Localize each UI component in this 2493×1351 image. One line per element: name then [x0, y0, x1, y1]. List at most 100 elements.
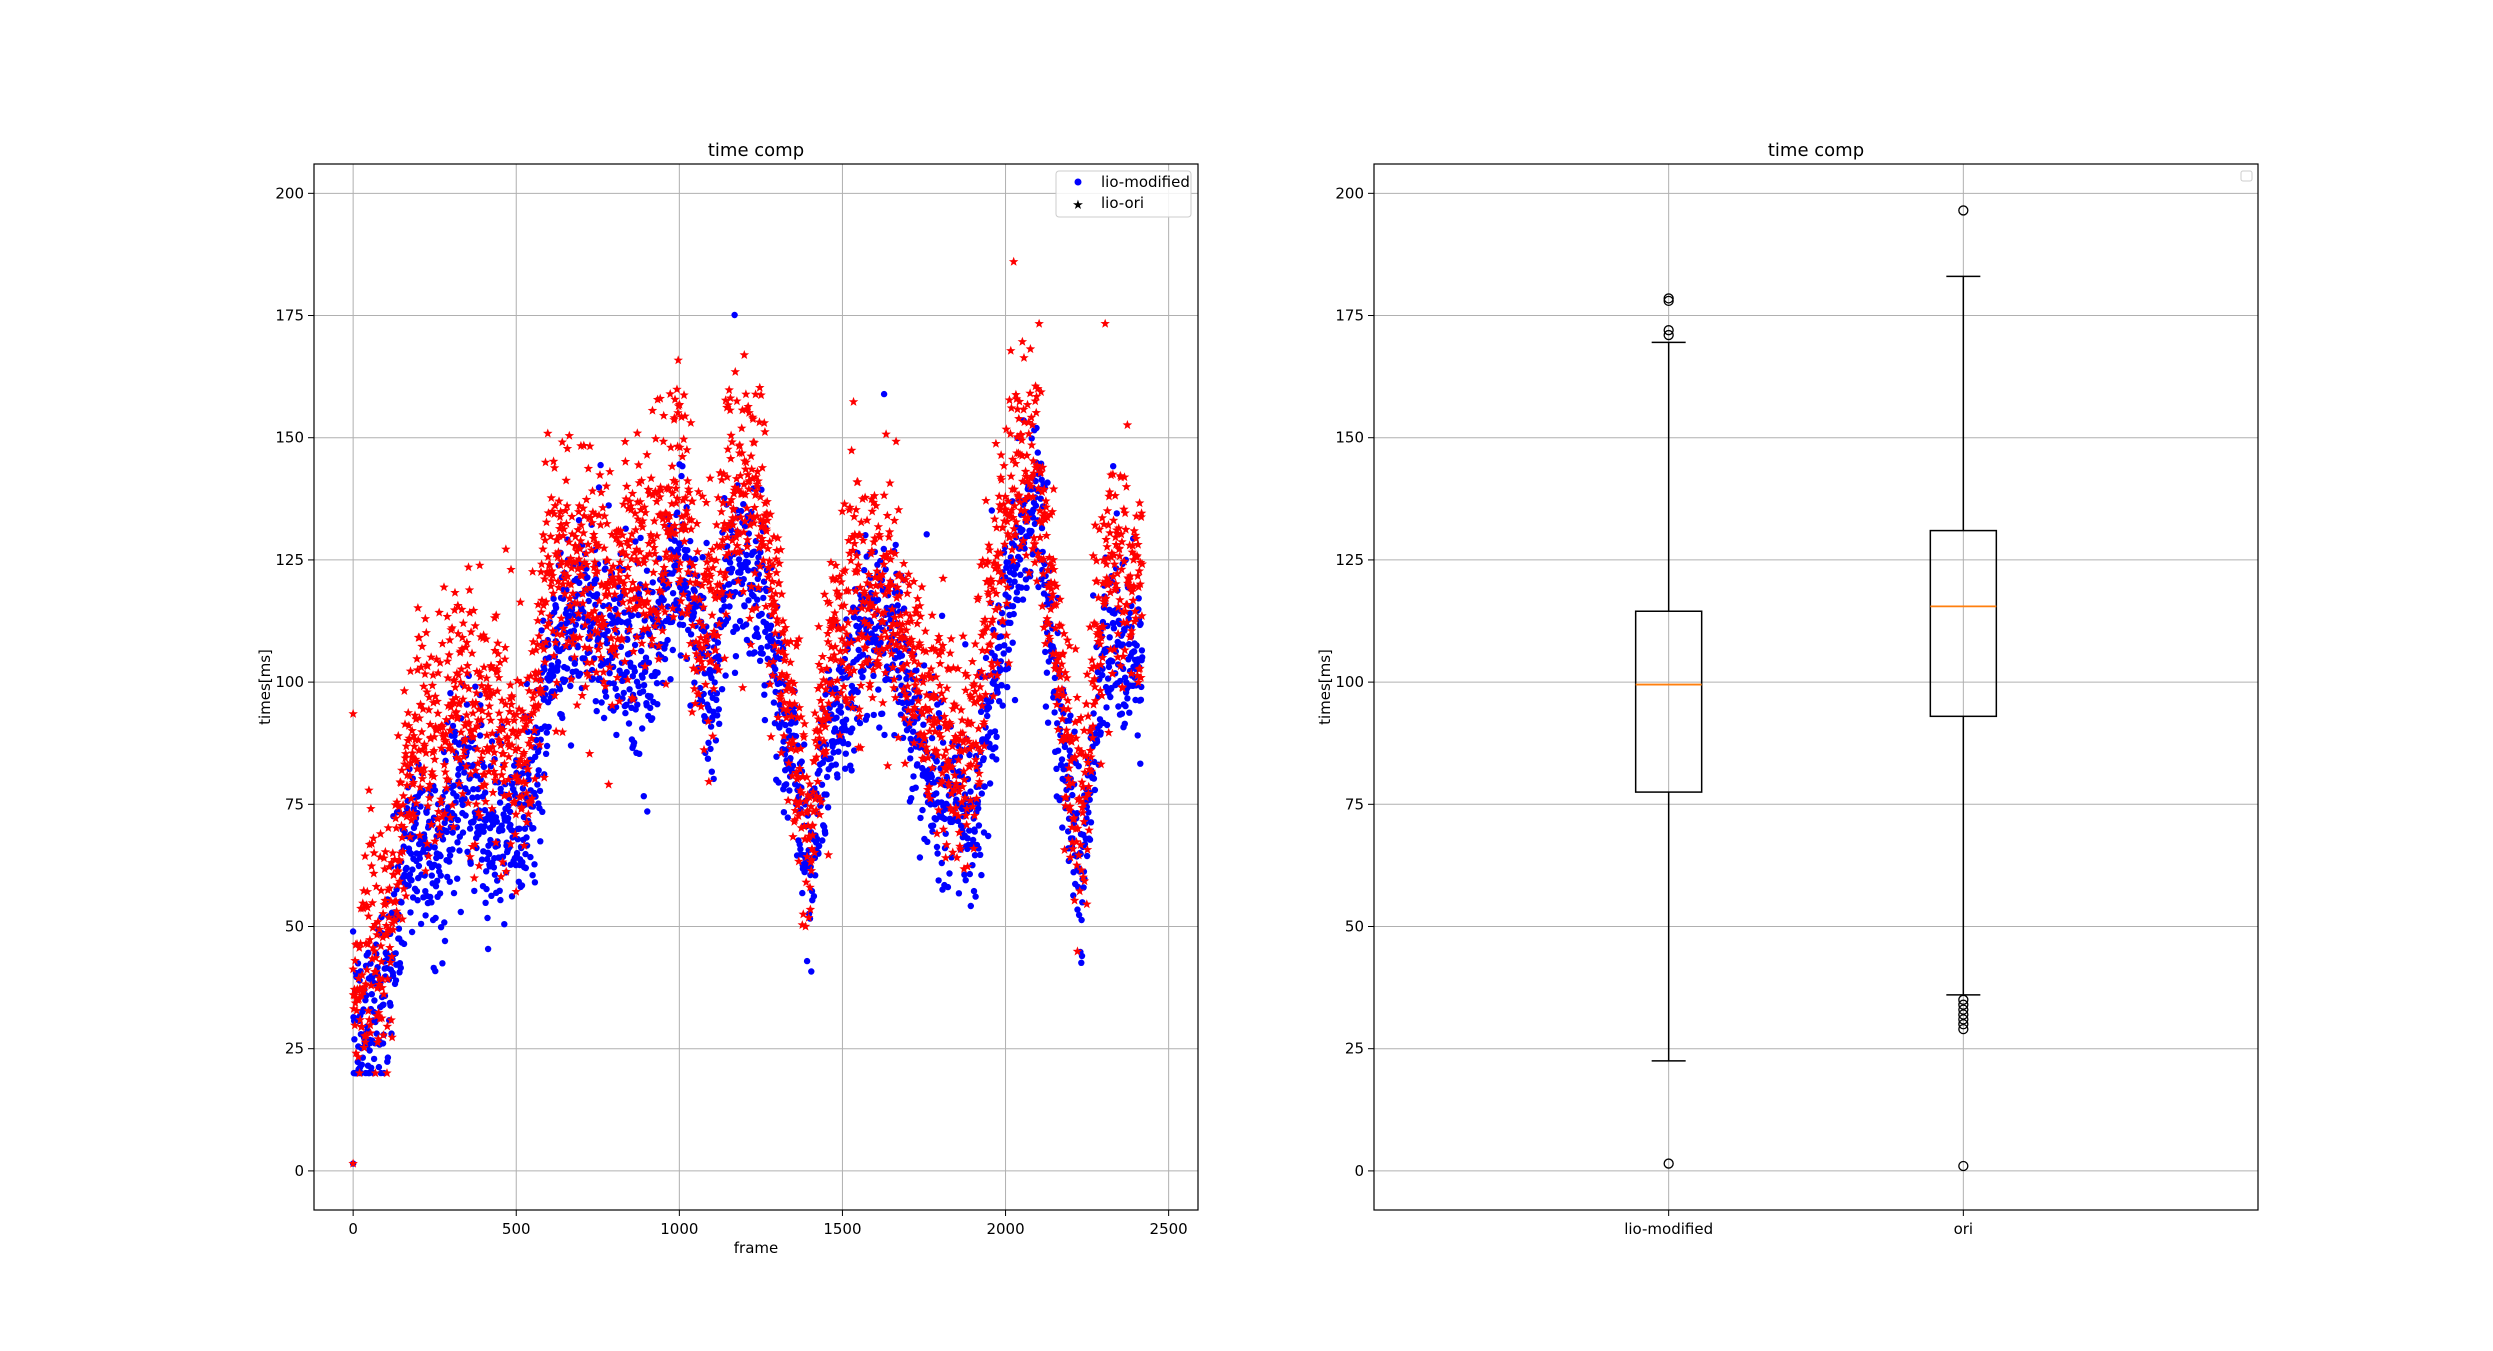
scatter-point-lio-ori [436, 797, 446, 807]
scatter-point-lio-ori [1075, 839, 1086, 849]
scatter-point-lio-modified [980, 755, 987, 762]
scatter-point-lio-ori [453, 628, 463, 638]
scatter-point-lio-modified [1091, 786, 1099, 794]
scatter-point-lio-ori [567, 511, 577, 521]
scatter-point-lio-ori [489, 747, 499, 757]
scatter-point-lio-ori [575, 543, 585, 553]
scatter-point-lio-ori [832, 586, 842, 596]
scatter-point-lio-modified [1023, 584, 1030, 591]
scatter-point-lio-ori [456, 664, 467, 674]
scatter-point-lio-ori [1002, 598, 1012, 608]
scatter-point-lio-modified [875, 686, 882, 693]
scatter-point-lio-ori [938, 824, 949, 834]
scatter-point-lio-ori [393, 730, 403, 740]
scatter-point-lio-modified [1067, 712, 1074, 719]
scatter-point-lio-ori [973, 723, 984, 733]
scatter-point-lio-ori [824, 598, 835, 608]
scatter-point-lio-ori [573, 506, 584, 516]
scatter-point-lio-modified [635, 683, 642, 690]
scatter-point-lio-ori [349, 1003, 359, 1013]
scatter-point-lio-ori [1132, 670, 1143, 680]
scatter-point-lio-ori [957, 715, 967, 725]
scatter-point-lio-ori [743, 401, 753, 411]
scatter-point-lio-ori [568, 639, 578, 649]
scatter-point-lio-ori [516, 802, 527, 812]
scatter-point-lio-ori [376, 941, 386, 951]
scatter-point-lio-modified [757, 549, 764, 556]
scatter-point-lio-ori [732, 396, 742, 406]
scatter-point-lio-ori [749, 437, 759, 447]
scatter-point-lio-ori [856, 629, 867, 639]
scatter-point-lio-ori [780, 622, 791, 632]
scatter-point-lio-modified [716, 656, 723, 663]
scatter-point-lio-modified [488, 738, 496, 745]
scatter-point-lio-ori [386, 1015, 396, 1025]
scatter-point-lio-ori [900, 688, 911, 698]
scatter-point-lio-ori [798, 909, 808, 919]
scatter-point-lio-ori [1118, 651, 1128, 661]
scatter-point-lio-ori [1080, 750, 1091, 760]
scatter-point-lio-ori [831, 560, 841, 570]
scatter-point-lio-ori [775, 694, 786, 704]
scatter-point-lio-ori [628, 646, 639, 656]
scatter-point-lio-modified [475, 785, 482, 793]
scatter-point-lio-ori [756, 390, 766, 400]
scatter-point-lio-ori [574, 632, 585, 642]
scatter-point-lio-ori [626, 504, 636, 514]
scatter-point-lio-ori [915, 611, 926, 621]
scatter-point-lio-ori [488, 688, 499, 698]
scatter-point-lio-ori [626, 554, 637, 564]
scatter-point-lio-ori [630, 602, 641, 612]
scatter-point-lio-ori [990, 604, 1001, 614]
scatter-point-lio-modified [894, 602, 901, 609]
scatter-point-lio-ori [887, 580, 898, 590]
scatter-point-lio-modified [637, 534, 644, 542]
scatter-point-lio-ori [872, 605, 883, 615]
scatter-point-lio-modified [484, 855, 491, 863]
scatter-point-lio-ori [817, 702, 827, 712]
scatter-point-lio-ori [546, 581, 556, 591]
scatter-point-lio-modified [782, 721, 789, 729]
scatter-point-lio-modified [454, 875, 461, 882]
scatter-point-lio-ori [409, 730, 419, 740]
scatter-point-lio-modified [711, 679, 718, 686]
scatter-point-lio-ori [583, 539, 593, 549]
scatter-point-lio-ori [564, 593, 575, 603]
scatter-point-lio-ori [1097, 513, 1107, 522]
scatter-point-lio-ori [573, 608, 584, 618]
scatter-point-lio-ori [847, 693, 857, 703]
scatter-point-lio-modified [521, 825, 529, 832]
scatter-point-lio-ori [578, 598, 588, 608]
scatter-point-lio-ori [821, 684, 831, 694]
scatter-point-lio-ori [1056, 735, 1067, 745]
scatter-point-lio-ori [758, 555, 769, 565]
scatter-point-lio-ori [979, 741, 990, 751]
scatter-point-lio-ori [400, 719, 410, 729]
scatter-point-lio-modified [1081, 841, 1089, 848]
scatter-point-lio-ori [419, 763, 429, 773]
scatter-point-lio-ori [658, 514, 668, 524]
scatter-point-lio-ori [878, 551, 889, 561]
scatter-point-lio-ori [1004, 395, 1015, 405]
scatter-point-lio-ori [685, 557, 695, 567]
scatter-point-lio-ori [356, 990, 367, 1000]
scatter-point-lio-ori [686, 417, 696, 427]
scatter-point-lio-ori [733, 547, 743, 557]
scatter-point-lio-ori [620, 436, 630, 446]
scatter-point-lio-ori [794, 634, 804, 644]
scatter-point-lio-ori [479, 769, 490, 779]
scatter-point-lio-ori [889, 683, 899, 693]
scatter-point-lio-modified [482, 789, 489, 796]
scatter-point-lio-ori [529, 725, 540, 735]
scatter-point-lio-modified [755, 633, 762, 641]
scatter-point-lio-ori [774, 646, 784, 656]
scatter-point-lio-modified [1070, 892, 1077, 899]
box-plots [1634, 205, 1998, 1172]
scatter-point-lio-ori [528, 637, 538, 646]
scatter-point-lio-modified [1124, 695, 1131, 702]
scatter-point-lio-ori [1061, 725, 1072, 735]
scatter-point-lio-ori [504, 741, 515, 751]
scatter-point-lio-ori [1109, 550, 1119, 560]
scatter-point-lio-ori [544, 618, 554, 628]
scatter-point-lio-ori [683, 567, 693, 577]
